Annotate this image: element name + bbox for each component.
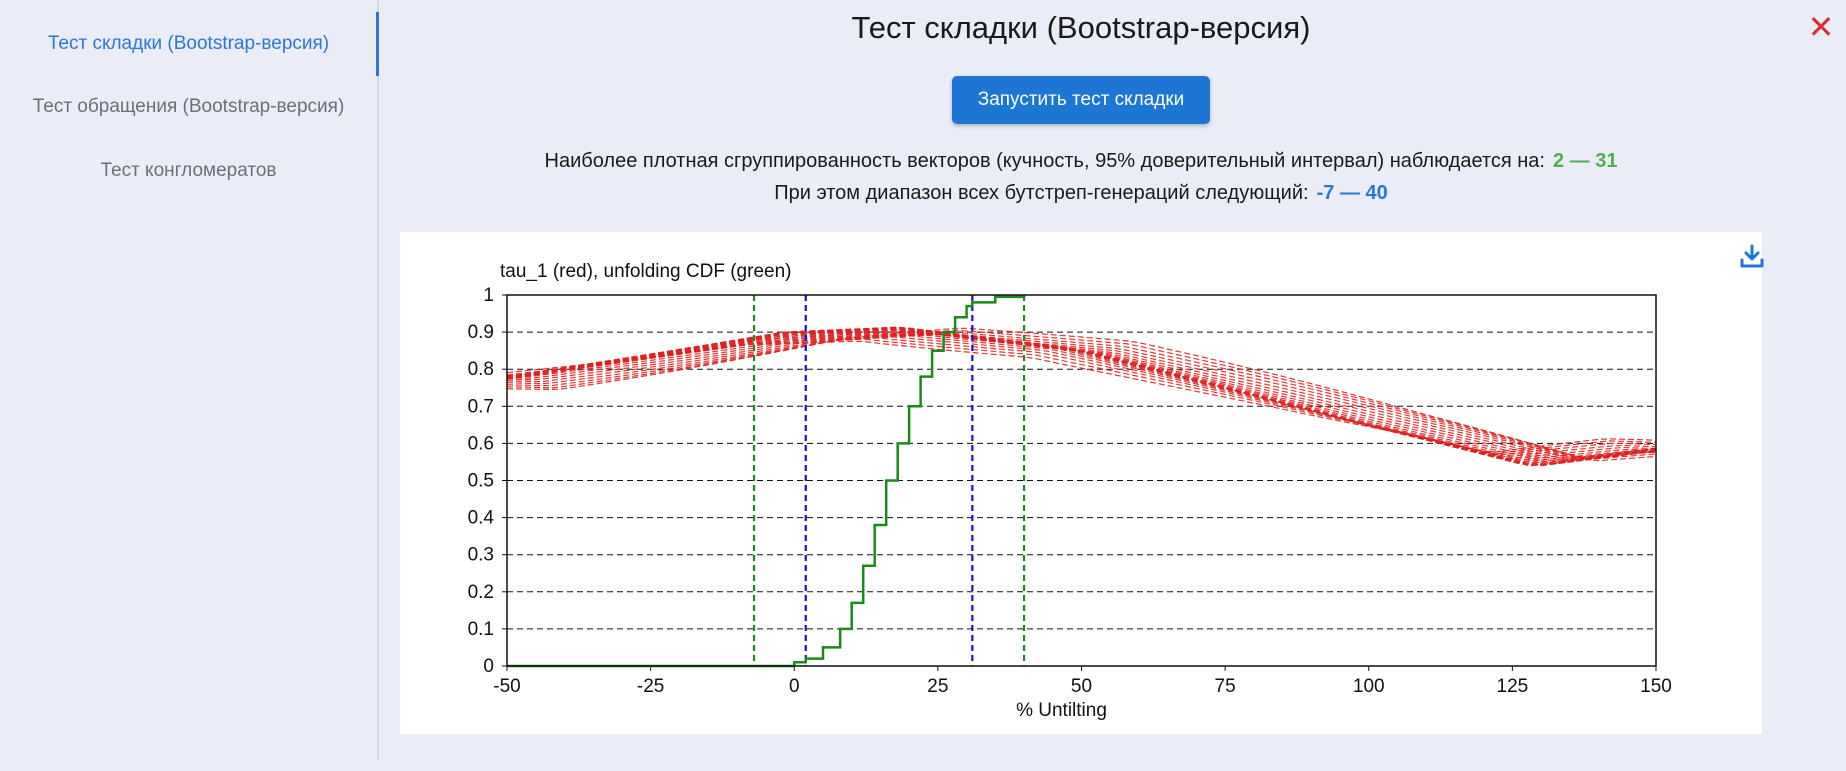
fold-test-chart: 0 0.1 0.2 0.3 0.4 0.5 0.6 0.7 0.8 0.9 1 -50 -25 0 25 50… <box>468 285 1672 697</box>
x-tick-label: 100 <box>1353 676 1385 697</box>
y-tick-label: 0 <box>483 656 494 677</box>
cdf-step-line <box>507 295 1026 668</box>
download-icon[interactable] <box>1738 242 1766 270</box>
sidebar: Тест складки (Bootstrap-версия) Тест обр… <box>0 0 379 760</box>
active-indicator <box>376 12 379 76</box>
tau-series-line <box>506 327 1657 466</box>
page-title: Тест складки (Bootstrap-версия) <box>851 10 1311 45</box>
plot-card: 0 0.1 0.2 0.3 0.4 0.5 0.6 0.7 0.8 0.9 1 -50 -25 0 25 50… <box>400 232 1764 734</box>
main-panel: Тест складки (Bootstrap-версия) Запустит… <box>379 0 1846 771</box>
sidebar-item-label: Тест конгломератов <box>100 160 277 181</box>
x-tick-label: -25 <box>637 676 664 697</box>
x-axis-label: % Untilting <box>1016 700 1107 721</box>
run-fold-test-button[interactable]: Запустить тест складки <box>952 76 1210 124</box>
range-result: При этом диапазон всех бутстреп-генераци… <box>379 182 1783 205</box>
tau-series-line <box>506 327 1657 462</box>
y-tick-label: 0.4 <box>468 508 495 529</box>
x-tick-label: 25 <box>927 676 948 697</box>
sidebar-item-fold-test[interactable]: Тест складки (Bootstrap-версия) <box>0 12 379 76</box>
densest-value: 2 — 31 <box>1552 150 1618 172</box>
y-tick-label: 0.6 <box>468 433 494 454</box>
close-icon[interactable]: ✕ <box>1807 9 1835 45</box>
range-value: -7 — 40 <box>1316 182 1388 204</box>
tau-series-line <box>506 333 1657 460</box>
x-tick-label: -50 <box>493 676 520 697</box>
tau-series-line <box>506 332 1657 461</box>
x-tick-label: 75 <box>1215 676 1236 697</box>
x-tick-label: 50 <box>1071 676 1092 697</box>
y-tick-label: 1 <box>483 285 494 306</box>
y-tick-label: 0.9 <box>468 322 494 343</box>
x-tick-label: 150 <box>1640 676 1672 697</box>
y-tick-label: 0.5 <box>468 471 494 492</box>
sidebar-item-reversal-test[interactable]: Тест обращения (Bootstrap-версия) <box>0 75 377 139</box>
x-tick-label: 125 <box>1497 676 1529 697</box>
y-tick-label: 0.8 <box>468 359 494 380</box>
tau-series-line <box>506 333 1657 459</box>
densest-label: Наиболее плотная сгруппированность векто… <box>544 150 1545 172</box>
chart-title: tau_1 (red), unfolding CDF (green) <box>500 261 792 282</box>
tau-series-line <box>506 332 1657 458</box>
y-tick-label: 0.1 <box>468 619 494 640</box>
sidebar-item-label: Тест складки (Bootstrap-версия) <box>47 33 330 54</box>
range-label: При этом диапазон всех бутстреп-генераци… <box>774 182 1309 204</box>
sidebar-item-conglomerate-test[interactable]: Тест конгломератов <box>0 139 377 203</box>
y-tick-label: 0.7 <box>468 396 494 417</box>
tau-series-line <box>506 331 1657 459</box>
tau-series-line <box>506 329 1657 460</box>
plot-frame <box>506 294 1657 667</box>
y-tick-label: 0.3 <box>468 545 494 566</box>
densest-result: Наиболее плотная сгруппированность векто… <box>379 150 1783 173</box>
x-tick-label: 0 <box>789 676 800 697</box>
y-tick-label: 0.2 <box>468 582 494 603</box>
tau-series-line <box>506 333 1657 459</box>
sidebar-item-label: Тест обращения (Bootstrap-версия) <box>32 96 345 117</box>
